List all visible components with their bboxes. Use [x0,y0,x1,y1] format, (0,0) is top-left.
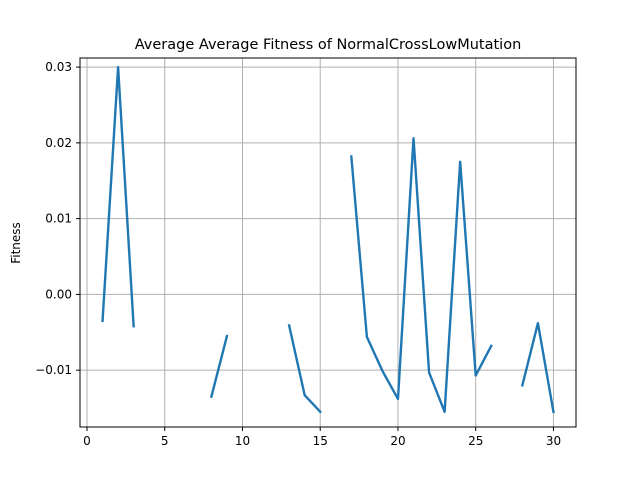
y-tick-label: −0.01 [35,363,72,377]
chart-title: Average Average Fitness of NormalCrossLo… [135,37,522,53]
x-tick-label: 10 [235,434,250,448]
x-tick-label: 20 [390,434,405,448]
y-tick-label: 0.03 [45,60,72,74]
series-line-segment [101,65,135,328]
x-tick-label: 0 [83,434,91,448]
x-tick-label: 5 [161,434,169,448]
y-tick-label: 0.01 [45,212,72,226]
series-line-segment [209,334,229,399]
y-tick-label: 0.00 [45,287,72,301]
series-layer [101,65,555,414]
y-axis-label: Fitness [9,222,23,264]
series-line-segment [287,324,322,414]
series-line-segment [520,322,555,414]
x-tick-label: 15 [313,434,328,448]
y-tick-label: 0.02 [45,136,72,150]
axis-ticks: 0 5 10 15 20 25 30 −0.01 0.00 0.01 0.02 0.03 [35,60,561,448]
grid [80,58,576,427]
x-tick-label: 25 [468,434,483,448]
x-tick-label: 30 [546,434,561,448]
series-line-segment [350,137,493,414]
plot-frame [79,57,577,428]
series [101,65,555,414]
